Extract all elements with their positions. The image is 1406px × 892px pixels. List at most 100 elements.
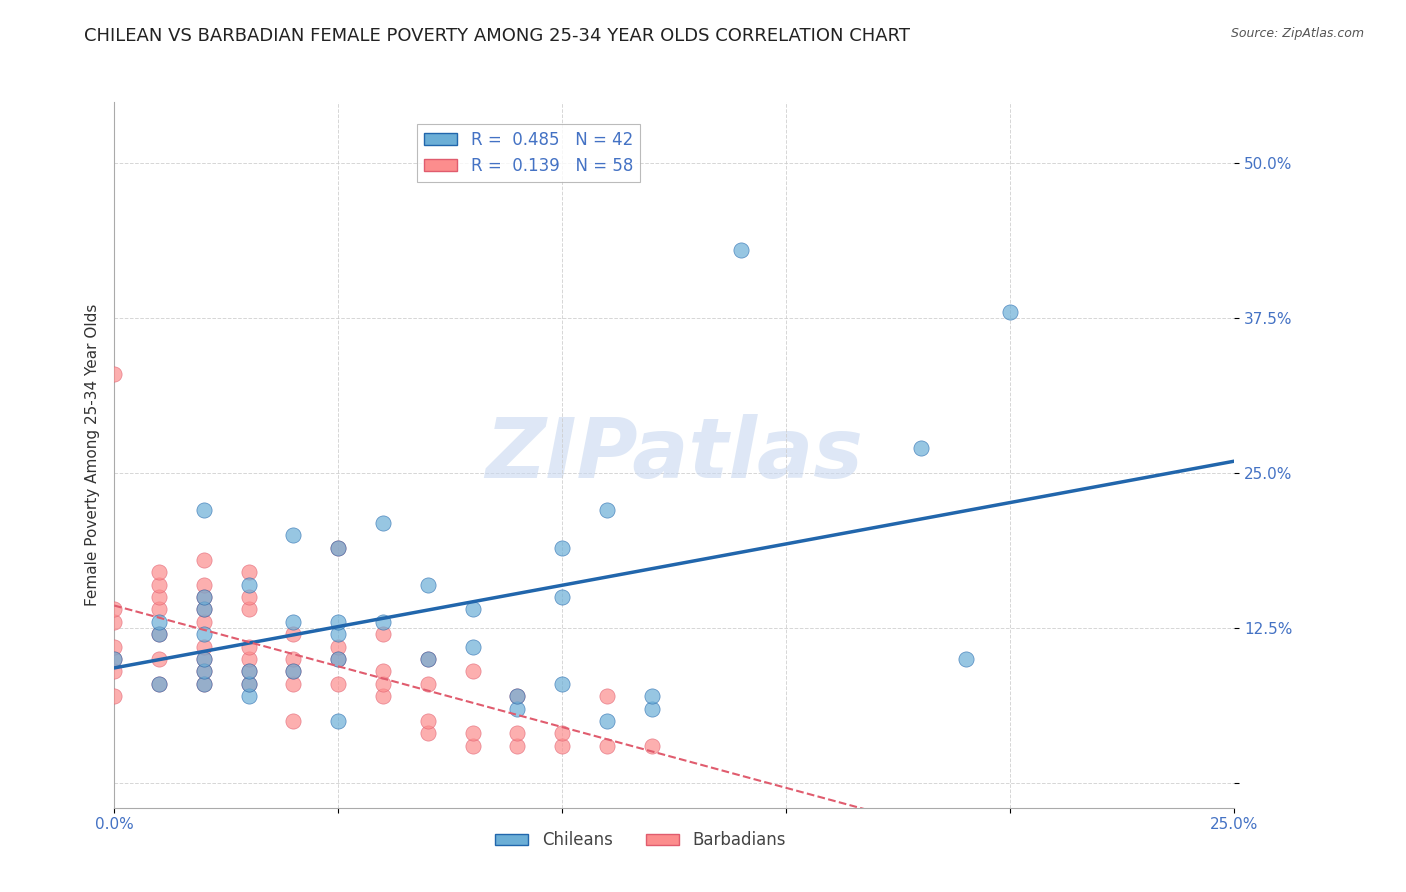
Point: [328, 714, 350, 728]
Point: [148, 577, 170, 591]
Point: [238, 689, 260, 703]
Point: [193, 503, 215, 517]
Point: [371, 627, 394, 641]
Text: ZIPatlas: ZIPatlas: [485, 414, 863, 495]
Point: [193, 577, 215, 591]
Point: [551, 541, 574, 555]
Point: [103, 367, 125, 381]
Point: [283, 615, 305, 629]
Point: [148, 677, 170, 691]
Point: [328, 541, 350, 555]
Point: [103, 665, 125, 679]
Point: [193, 665, 215, 679]
Point: [193, 665, 215, 679]
Point: [283, 627, 305, 641]
Point: [416, 652, 439, 666]
Point: [283, 677, 305, 691]
Point: [416, 652, 439, 666]
Point: [506, 689, 529, 703]
Point: [283, 652, 305, 666]
Point: [103, 689, 125, 703]
Point: [238, 665, 260, 679]
Point: [328, 615, 350, 629]
Point: [148, 627, 170, 641]
Point: [596, 689, 619, 703]
Point: [193, 677, 215, 691]
Point: [148, 652, 170, 666]
Point: [238, 566, 260, 580]
Point: [506, 739, 529, 753]
Point: [148, 602, 170, 616]
Point: [193, 677, 215, 691]
Point: [283, 714, 305, 728]
Point: [506, 701, 529, 715]
Point: [730, 243, 752, 257]
Point: [193, 640, 215, 654]
Point: [506, 689, 529, 703]
Point: [461, 602, 484, 616]
Point: [238, 577, 260, 591]
Point: [371, 677, 394, 691]
Point: [193, 553, 215, 567]
Point: [461, 640, 484, 654]
Point: [103, 652, 125, 666]
Point: [148, 677, 170, 691]
Point: [551, 677, 574, 691]
Point: [238, 677, 260, 691]
Legend: R =  0.485   N = 42, R =  0.139   N = 58: R = 0.485 N = 42, R = 0.139 N = 58: [418, 124, 640, 182]
Point: [103, 602, 125, 616]
Point: [328, 652, 350, 666]
Point: [193, 652, 215, 666]
Point: [1000, 305, 1022, 319]
Point: [371, 615, 394, 629]
Point: [148, 627, 170, 641]
Point: [551, 726, 574, 740]
Text: CHILEAN VS BARBADIAN FEMALE POVERTY AMONG 25-34 YEAR OLDS CORRELATION CHART: CHILEAN VS BARBADIAN FEMALE POVERTY AMON…: [84, 27, 910, 45]
Point: [416, 726, 439, 740]
Point: [506, 726, 529, 740]
Point: [461, 726, 484, 740]
Point: [328, 640, 350, 654]
Point: [238, 640, 260, 654]
Point: [596, 503, 619, 517]
Point: [371, 689, 394, 703]
Point: [328, 627, 350, 641]
Point: [371, 665, 394, 679]
Point: [238, 677, 260, 691]
Point: [148, 566, 170, 580]
Point: [148, 615, 170, 629]
Point: [641, 739, 664, 753]
Point: [283, 528, 305, 542]
Point: [596, 739, 619, 753]
Point: [371, 516, 394, 530]
Point: [328, 652, 350, 666]
Point: [103, 652, 125, 666]
Point: [283, 665, 305, 679]
Point: [193, 590, 215, 604]
Point: [461, 739, 484, 753]
Point: [103, 640, 125, 654]
Point: [238, 602, 260, 616]
Point: [193, 602, 215, 616]
Point: [551, 590, 574, 604]
Point: [193, 652, 215, 666]
Point: [461, 665, 484, 679]
Point: [193, 590, 215, 604]
Text: Source: ZipAtlas.com: Source: ZipAtlas.com: [1230, 27, 1364, 40]
Point: [238, 665, 260, 679]
Point: [238, 652, 260, 666]
Point: [641, 689, 664, 703]
Y-axis label: Female Poverty Among 25-34 Year Olds: Female Poverty Among 25-34 Year Olds: [86, 303, 100, 606]
Point: [103, 615, 125, 629]
Point: [148, 590, 170, 604]
Point: [283, 665, 305, 679]
Point: [193, 627, 215, 641]
Point: [551, 739, 574, 753]
Point: [238, 590, 260, 604]
Point: [416, 714, 439, 728]
Point: [193, 602, 215, 616]
Point: [328, 677, 350, 691]
Point: [641, 701, 664, 715]
Point: [955, 652, 977, 666]
Point: [328, 541, 350, 555]
